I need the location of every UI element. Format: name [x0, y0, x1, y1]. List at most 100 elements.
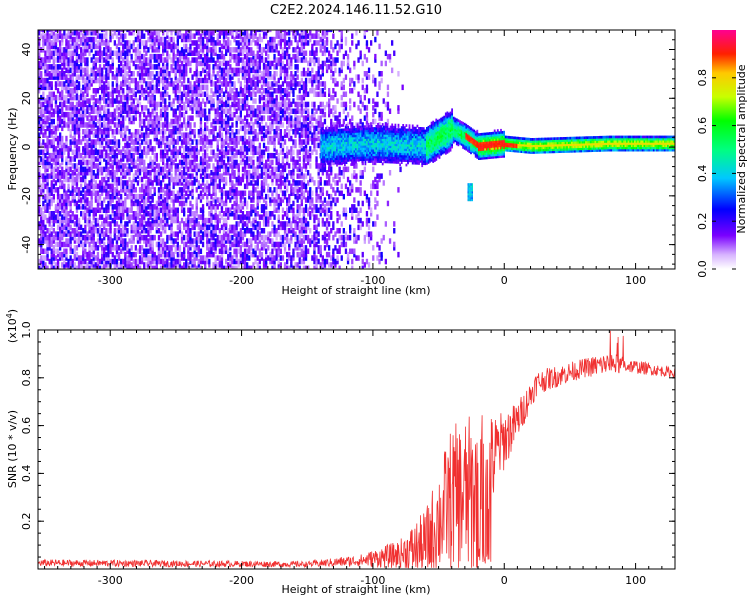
heatmap-cell — [248, 170, 251, 176]
heatmap-cell — [258, 33, 261, 39]
heatmap-cell — [145, 187, 148, 193]
heatmap-cell — [195, 71, 198, 77]
heatmap-cell — [235, 190, 238, 196]
heatmap-cell — [141, 176, 144, 183]
heatmap-cell — [248, 57, 251, 63]
heatmap-cell — [246, 101, 249, 108]
heatmap-cell — [262, 142, 266, 149]
heatmap-cell — [44, 64, 47, 70]
heatmap-cell — [265, 258, 268, 265]
heatmap-cell — [44, 71, 47, 77]
heatmap-cell — [197, 183, 200, 190]
heatmap-cell — [250, 149, 253, 155]
heatmap-cell — [90, 146, 93, 152]
heatmap-cell — [239, 50, 242, 56]
heatmap-cell — [162, 98, 165, 104]
heatmap-cell — [136, 156, 140, 162]
heatmap-cell — [44, 193, 47, 200]
heatmap-cell — [128, 170, 131, 176]
heatmap-cell — [59, 146, 62, 152]
heatmap-cell — [128, 152, 131, 159]
heatmap-cell — [243, 228, 247, 234]
heatmap-cell — [206, 228, 209, 234]
heatmap-cell — [159, 122, 163, 128]
heatmap-cell — [138, 77, 142, 84]
heatmap-cell — [149, 94, 152, 101]
heatmap-cell — [199, 101, 203, 108]
heatmap-cell — [38, 149, 41, 155]
heatmap-cell — [258, 234, 261, 241]
heatmap-cell — [262, 88, 266, 94]
heatmap-cell — [98, 197, 102, 203]
heatmap-cell — [48, 156, 51, 162]
heatmap-cell — [260, 115, 264, 121]
heatmap-cell — [88, 132, 91, 138]
heatmap-cell — [50, 262, 53, 268]
heatmap-cell — [225, 224, 228, 231]
heatmap-cell — [241, 142, 245, 149]
heatmap-cell — [260, 183, 264, 190]
heatmap-cell — [233, 170, 236, 176]
heatmap-cell — [42, 173, 45, 179]
heatmap-cell — [201, 166, 205, 173]
heatmap-cell — [61, 36, 64, 43]
heatmap-cell — [235, 40, 238, 46]
heatmap-cell — [98, 180, 102, 186]
heatmap-cell — [94, 211, 97, 217]
heatmap-cell — [77, 173, 81, 179]
heatmap-cell — [218, 228, 221, 234]
heatmap-cell — [151, 251, 154, 258]
heatmap-cell — [82, 98, 85, 104]
heatmap-cell — [92, 258, 95, 265]
heatmap-cell — [56, 50, 60, 56]
heatmap-cell — [243, 129, 247, 135]
heatmap-cell — [77, 149, 81, 155]
heatmap-cell — [162, 207, 165, 213]
heatmap-cell — [222, 221, 226, 227]
heatmap-cell — [63, 262, 66, 268]
heatmap-cell — [222, 60, 226, 67]
heatmap-cell — [120, 234, 123, 241]
heatmap-cell — [75, 30, 79, 33]
heatmap-cell — [149, 248, 152, 254]
heatmap-cell — [222, 91, 226, 97]
heatmap-cell — [206, 251, 209, 258]
heatmap-cell — [48, 47, 51, 53]
heatmap-cell — [176, 176, 179, 183]
heatmap-cell — [120, 108, 123, 114]
heatmap-cell — [98, 101, 102, 108]
heatmap-cell — [42, 231, 45, 237]
heatmap-cell — [237, 238, 240, 244]
heatmap-cell — [109, 221, 112, 227]
heatmap-cell — [195, 146, 198, 152]
heatmap-cell — [42, 33, 45, 39]
heatmap-cell — [254, 173, 257, 179]
heatmap-cell — [162, 47, 165, 53]
heatmap-cell — [73, 234, 76, 241]
heatmap-cell — [197, 111, 200, 118]
heatmap-cell — [256, 180, 259, 186]
heatmap-cell — [80, 108, 83, 114]
heatmap-cell — [63, 30, 66, 36]
heatmap-cell — [197, 214, 200, 220]
heatmap-cell — [130, 146, 133, 152]
heatmap-cell — [88, 255, 91, 261]
heatmap-cell — [252, 139, 255, 145]
heatmap-cell — [115, 71, 119, 77]
heatmap-cell — [50, 40, 53, 46]
heatmap-cell — [143, 132, 146, 138]
heatmap-cell — [40, 211, 43, 217]
heatmap-cell — [256, 193, 259, 200]
heatmap-cell — [176, 231, 179, 237]
heatmap-cell — [172, 98, 175, 104]
heatmap-cell — [210, 251, 213, 258]
heatmap-cell — [132, 163, 135, 169]
heatmap-cell — [40, 234, 43, 241]
heatmap-cell — [208, 258, 211, 265]
heatmap-cell — [69, 81, 72, 87]
heatmap-cell — [105, 50, 108, 56]
heatmap-cell — [88, 135, 91, 142]
heatmap-cell — [237, 91, 240, 97]
heatmap-cell — [178, 149, 182, 155]
heatmap-cell — [239, 57, 242, 63]
